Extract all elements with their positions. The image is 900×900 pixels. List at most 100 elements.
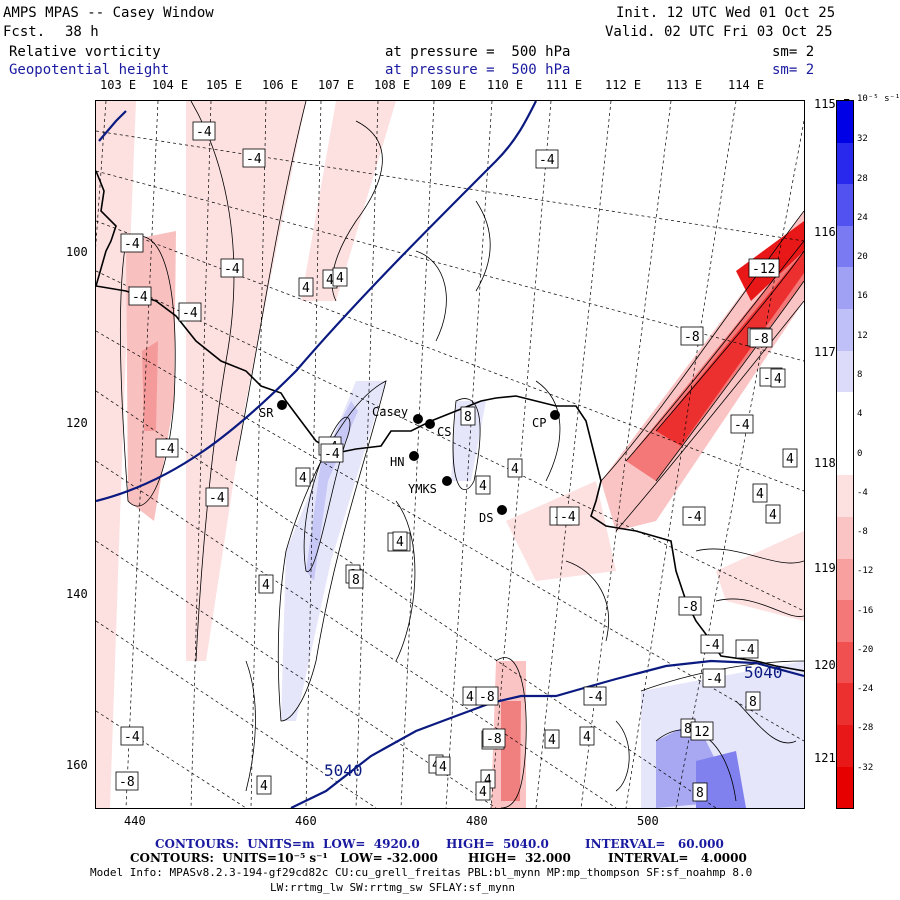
forecast-hour: 38 h xyxy=(65,24,99,40)
height-contours xyxy=(96,101,804,808)
vorticity-label-box xyxy=(475,781,491,801)
colorbar-segment xyxy=(837,683,853,725)
colorbar-tick-label: 12 xyxy=(857,330,868,341)
valid-time: Valid. 02 UTC Fri 03 Oct 25 xyxy=(605,24,833,40)
vorticity-label: -4 xyxy=(159,442,175,457)
colorbar-tick-label: 8 xyxy=(857,369,863,380)
vorticity-label-box xyxy=(435,756,451,776)
vorticity-label: 8 xyxy=(464,410,472,425)
lon-label: 108 E xyxy=(374,78,411,92)
vorticity-label-box xyxy=(155,438,179,458)
vorticity-label-box xyxy=(178,302,202,322)
vorticity-label-box xyxy=(535,149,559,169)
vorticity-label-box xyxy=(256,775,272,795)
vorticity-label-box xyxy=(320,443,344,463)
vorticity-label-box xyxy=(749,328,773,348)
vorticity-label: -4 xyxy=(560,510,576,525)
station-markers xyxy=(277,400,560,515)
vorticity-label: 4 xyxy=(302,281,310,296)
vorticity-label: 4 xyxy=(511,462,519,477)
field1-level: at pressure = 500 hPa xyxy=(385,44,571,60)
vorticity-label: 8 xyxy=(696,786,704,801)
vorticity-label: 4 xyxy=(299,471,307,486)
vorticity-label-box xyxy=(752,483,768,503)
x-tick-label: 460 xyxy=(295,814,317,828)
lon-label: 110 E xyxy=(487,78,524,92)
vorticity-label: 4 xyxy=(479,785,487,800)
vorticity-label: 4 xyxy=(262,578,270,593)
vorticity-label: -4 xyxy=(686,510,702,525)
station-label-hn: HN xyxy=(390,455,404,469)
vorticity-label-box xyxy=(507,458,523,478)
colorbar-tick-label: 20 xyxy=(857,252,868,263)
colorbar-segment xyxy=(837,433,853,476)
y-tick-label: 120 xyxy=(66,416,88,430)
x-tick-label: 500 xyxy=(637,814,659,828)
footer-model-info: Model Info: MPASv8.2.3-194-gf29cd82c CU:… xyxy=(90,866,753,879)
vorticity-label-box xyxy=(205,487,229,507)
lon-label: 106 E xyxy=(262,78,299,92)
colorbar-segment xyxy=(837,142,853,185)
vorticity-label: 4 xyxy=(583,730,591,745)
colorbar-tick-label: 32 xyxy=(857,134,868,145)
vorticity-label: -4 xyxy=(539,153,555,168)
vorticity-label-box xyxy=(475,686,499,706)
colorbar-tick-label: -12 xyxy=(857,566,874,577)
vorticity-label: -4 xyxy=(124,730,140,745)
vorticity-label-box xyxy=(748,258,780,278)
vorticity-label: -4 xyxy=(324,447,340,462)
colorbar-segment xyxy=(837,475,853,517)
vorticity-label: 4 xyxy=(479,479,487,494)
x-tick-label: 440 xyxy=(124,814,146,828)
station-label-cs: CS xyxy=(437,425,451,439)
y-tick-label: 100 xyxy=(66,245,88,259)
footer-height-interval: INTERVAL= 60.000 xyxy=(585,837,724,851)
coastline xyxy=(96,170,804,672)
colorbar-segment xyxy=(837,267,853,309)
footer-vort-high: HIGH= 32.000 xyxy=(468,851,571,865)
y-tick-label: 160 xyxy=(66,758,88,772)
colorbar xyxy=(836,100,854,809)
vorticity-label-box xyxy=(700,634,724,654)
vorticity-label-box xyxy=(258,574,274,594)
colorbar-segment xyxy=(837,516,853,559)
vorticity-label: -4 xyxy=(706,672,722,687)
colorbar-tick-label: 16 xyxy=(857,291,868,302)
colorbar-segment xyxy=(837,724,853,767)
field2-smoothing: sm= 2 xyxy=(772,62,815,78)
station-label-sr: SR xyxy=(259,406,274,420)
colorbar-tick-label: -20 xyxy=(857,644,874,655)
lon-label: 113 E xyxy=(666,78,703,92)
height-label: 5040 xyxy=(744,663,783,682)
vorticity-label: -4 xyxy=(739,643,755,658)
vorticity-label: -4 xyxy=(182,306,198,321)
field2-level: at pressure = 500 hPa xyxy=(385,62,571,78)
vorticity-label-box xyxy=(192,121,216,141)
vorticity-label: 8 xyxy=(684,722,692,737)
station-label-ds: DS xyxy=(479,511,493,525)
colorbar-tick-label: -8 xyxy=(857,527,868,538)
height-label: 5040 xyxy=(324,761,363,780)
footer-vort-contours: CONTOURS: UNITS=10⁻⁵ s⁻¹ LOW= -32.000 xyxy=(130,851,438,865)
vorticity-label-box xyxy=(770,368,786,388)
station-label-cp: CP xyxy=(532,416,546,430)
colorbar-unit: 10⁻⁵ s⁻¹ xyxy=(857,94,900,104)
vorticity-label: -4 xyxy=(124,237,140,252)
colorbar-tick-label: -32 xyxy=(857,762,874,773)
footer-height-contours: CONTOURS: UNITS=m LOW= 4920.0 xyxy=(155,837,420,851)
vorticity-label-box xyxy=(544,729,560,749)
vorticity-label-box xyxy=(120,726,144,746)
vorticity-label: 4 xyxy=(756,487,764,502)
lon-label: 107 E xyxy=(318,78,355,92)
vorticity-label-box xyxy=(128,286,152,306)
vorticity-label-box xyxy=(730,414,754,434)
field1-smoothing: sm= 2 xyxy=(772,44,815,60)
vorticity-label-box xyxy=(678,596,702,616)
vorticity-label: -8 xyxy=(753,332,769,347)
vorticity-label-box xyxy=(220,258,244,278)
colorbar-segment xyxy=(837,308,853,351)
init-time: Init. 12 UTC Wed 01 Oct 25 xyxy=(616,5,836,21)
vorticity-label: 4 xyxy=(439,760,447,775)
field1-name: Relative vorticity xyxy=(9,44,161,60)
vorticity-label: 8 xyxy=(749,695,757,710)
